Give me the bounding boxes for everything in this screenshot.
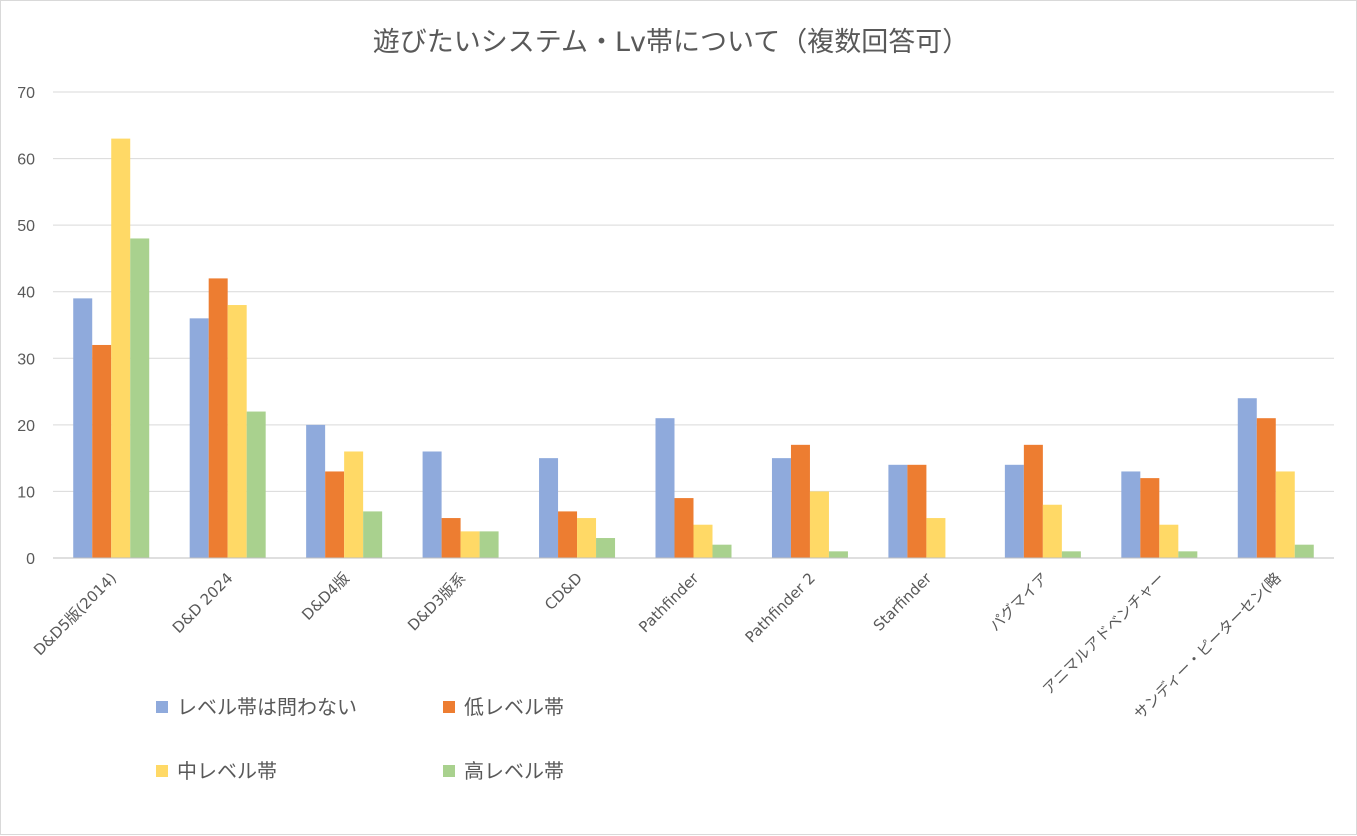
y-tick-label: 70 bbox=[17, 85, 35, 102]
y-tick-label: 10 bbox=[17, 484, 35, 501]
bar bbox=[809, 491, 829, 558]
bar bbox=[460, 531, 480, 558]
legend-swatch bbox=[443, 701, 455, 713]
y-tick-label: 40 bbox=[17, 285, 35, 302]
bar bbox=[888, 464, 908, 558]
bar bbox=[246, 411, 266, 558]
legend-label: 低レベル帯 bbox=[464, 695, 564, 719]
bar bbox=[441, 518, 461, 558]
bar bbox=[422, 451, 442, 558]
bar bbox=[655, 418, 675, 558]
y-tick-label: 0 bbox=[26, 551, 35, 568]
bar bbox=[712, 544, 732, 558]
bar bbox=[227, 305, 247, 558]
bar bbox=[325, 471, 345, 558]
legend-swatch bbox=[443, 765, 455, 777]
bar bbox=[1023, 444, 1043, 558]
bar bbox=[363, 511, 383, 558]
bar bbox=[1275, 471, 1295, 558]
bar bbox=[1256, 418, 1276, 558]
x-tick-label: アニマルアドベンチャー bbox=[1039, 569, 1168, 698]
bar bbox=[1061, 551, 1081, 558]
bar bbox=[1121, 471, 1141, 558]
x-tick-label: D&D4版 bbox=[298, 569, 353, 624]
bar bbox=[1178, 551, 1198, 558]
bar bbox=[674, 498, 694, 558]
chart-title: 遊びたいシステム・Lv帯について（複数回答可） bbox=[373, 27, 969, 58]
bar bbox=[693, 524, 713, 558]
bar bbox=[907, 464, 927, 558]
bar bbox=[130, 238, 150, 558]
bar bbox=[790, 444, 810, 558]
bar bbox=[111, 138, 131, 558]
bar bbox=[92, 344, 112, 558]
y-axis-ticks: 0 10 20 30 40 50 60 70 bbox=[17, 85, 35, 568]
bar bbox=[926, 518, 946, 558]
bar bbox=[596, 538, 616, 558]
x-tick-label: D&D 2024 bbox=[169, 569, 237, 637]
bar bbox=[1042, 504, 1062, 558]
bar bbox=[771, 458, 791, 558]
bars bbox=[73, 138, 1314, 558]
bar bbox=[1159, 524, 1179, 558]
legend-label: 高レベル帯 bbox=[464, 759, 564, 783]
bar bbox=[1004, 464, 1024, 558]
y-tick-label: 60 bbox=[17, 152, 35, 169]
bar bbox=[479, 531, 499, 558]
bar bbox=[1237, 398, 1257, 558]
gridlines bbox=[53, 91, 1334, 492]
y-tick-label: 30 bbox=[17, 351, 35, 368]
legend-label: 中レベル帯 bbox=[177, 759, 277, 783]
bar bbox=[1140, 478, 1160, 558]
bar bbox=[539, 458, 559, 558]
y-tick-label: 50 bbox=[17, 218, 35, 235]
x-tick-label: D&D5版(2014) bbox=[30, 569, 120, 659]
bar bbox=[344, 451, 364, 558]
y-tick-label: 20 bbox=[17, 418, 35, 435]
legend-swatch bbox=[156, 701, 168, 713]
bar bbox=[189, 318, 209, 558]
legend-label: レベル帯は問わない bbox=[177, 695, 357, 719]
x-tick-label: D&D3版系 bbox=[404, 569, 469, 634]
x-tick-label: Starfinder bbox=[870, 569, 936, 635]
bar bbox=[1294, 544, 1314, 558]
x-tick-label: Pathfinder bbox=[635, 569, 703, 637]
bar bbox=[208, 278, 228, 558]
x-tick-label: Pathfinder 2 bbox=[742, 569, 819, 646]
bar bbox=[577, 518, 597, 558]
bar bbox=[558, 511, 578, 558]
bar bbox=[73, 298, 93, 558]
x-tick-label: CD&D bbox=[541, 569, 586, 614]
x-tick-label: パグマイア bbox=[986, 569, 1052, 635]
bar bbox=[828, 551, 848, 558]
bar bbox=[306, 424, 326, 558]
legend-swatch bbox=[156, 765, 168, 777]
